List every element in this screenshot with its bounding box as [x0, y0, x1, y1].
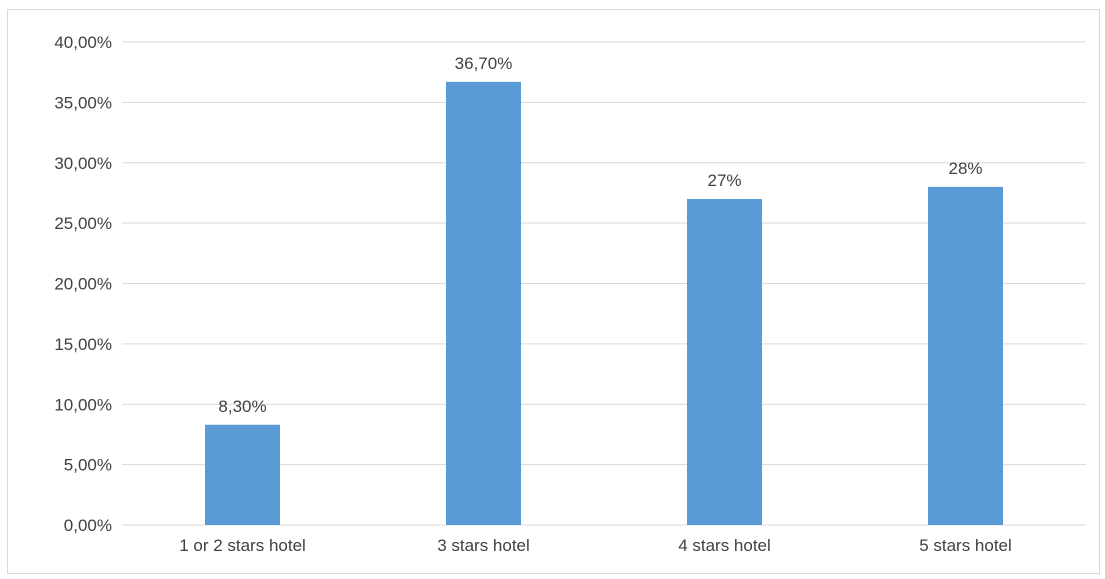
chart-frame	[7, 9, 1100, 574]
bars	[205, 81, 1003, 525]
y-tick-label: 5,00%	[64, 456, 112, 475]
data-labels: 8,30% 36,70% 27% 28%	[218, 54, 982, 416]
y-tick-label: 15,00%	[54, 335, 112, 354]
bar	[205, 424, 280, 525]
y-tick-label: 35,00%	[54, 93, 112, 112]
bar	[928, 186, 1003, 525]
x-tick-label: 3 stars hotel	[437, 536, 530, 555]
y-tick-label: 40,00%	[54, 33, 112, 52]
bar	[446, 81, 521, 525]
data-label: 36,70%	[455, 54, 513, 73]
y-tick-label: 20,00%	[54, 275, 112, 294]
x-tick-label: 1 or 2 stars hotel	[179, 536, 306, 555]
data-label: 28%	[948, 159, 982, 178]
x-tick-label: 4 stars hotel	[678, 536, 771, 555]
data-label: 27%	[707, 171, 741, 190]
y-tick-label: 0,00%	[64, 516, 112, 535]
y-axis-tick-labels: 0,00% 5,00% 10,00% 15,00% 20,00% 25,00% 30,00%…	[54, 33, 112, 535]
y-tick-label: 30,00%	[54, 154, 112, 173]
y-tick-label: 10,00%	[54, 395, 112, 414]
x-axis-tick-labels: 1 or 2 stars hotel 3 stars hotel 4 stars h…	[179, 536, 1012, 555]
data-label: 8,30%	[218, 397, 266, 416]
gridlines	[122, 41, 1086, 526]
bar	[687, 198, 762, 525]
x-tick-label: 5 stars hotel	[919, 536, 1012, 555]
y-tick-label: 25,00%	[54, 214, 112, 233]
